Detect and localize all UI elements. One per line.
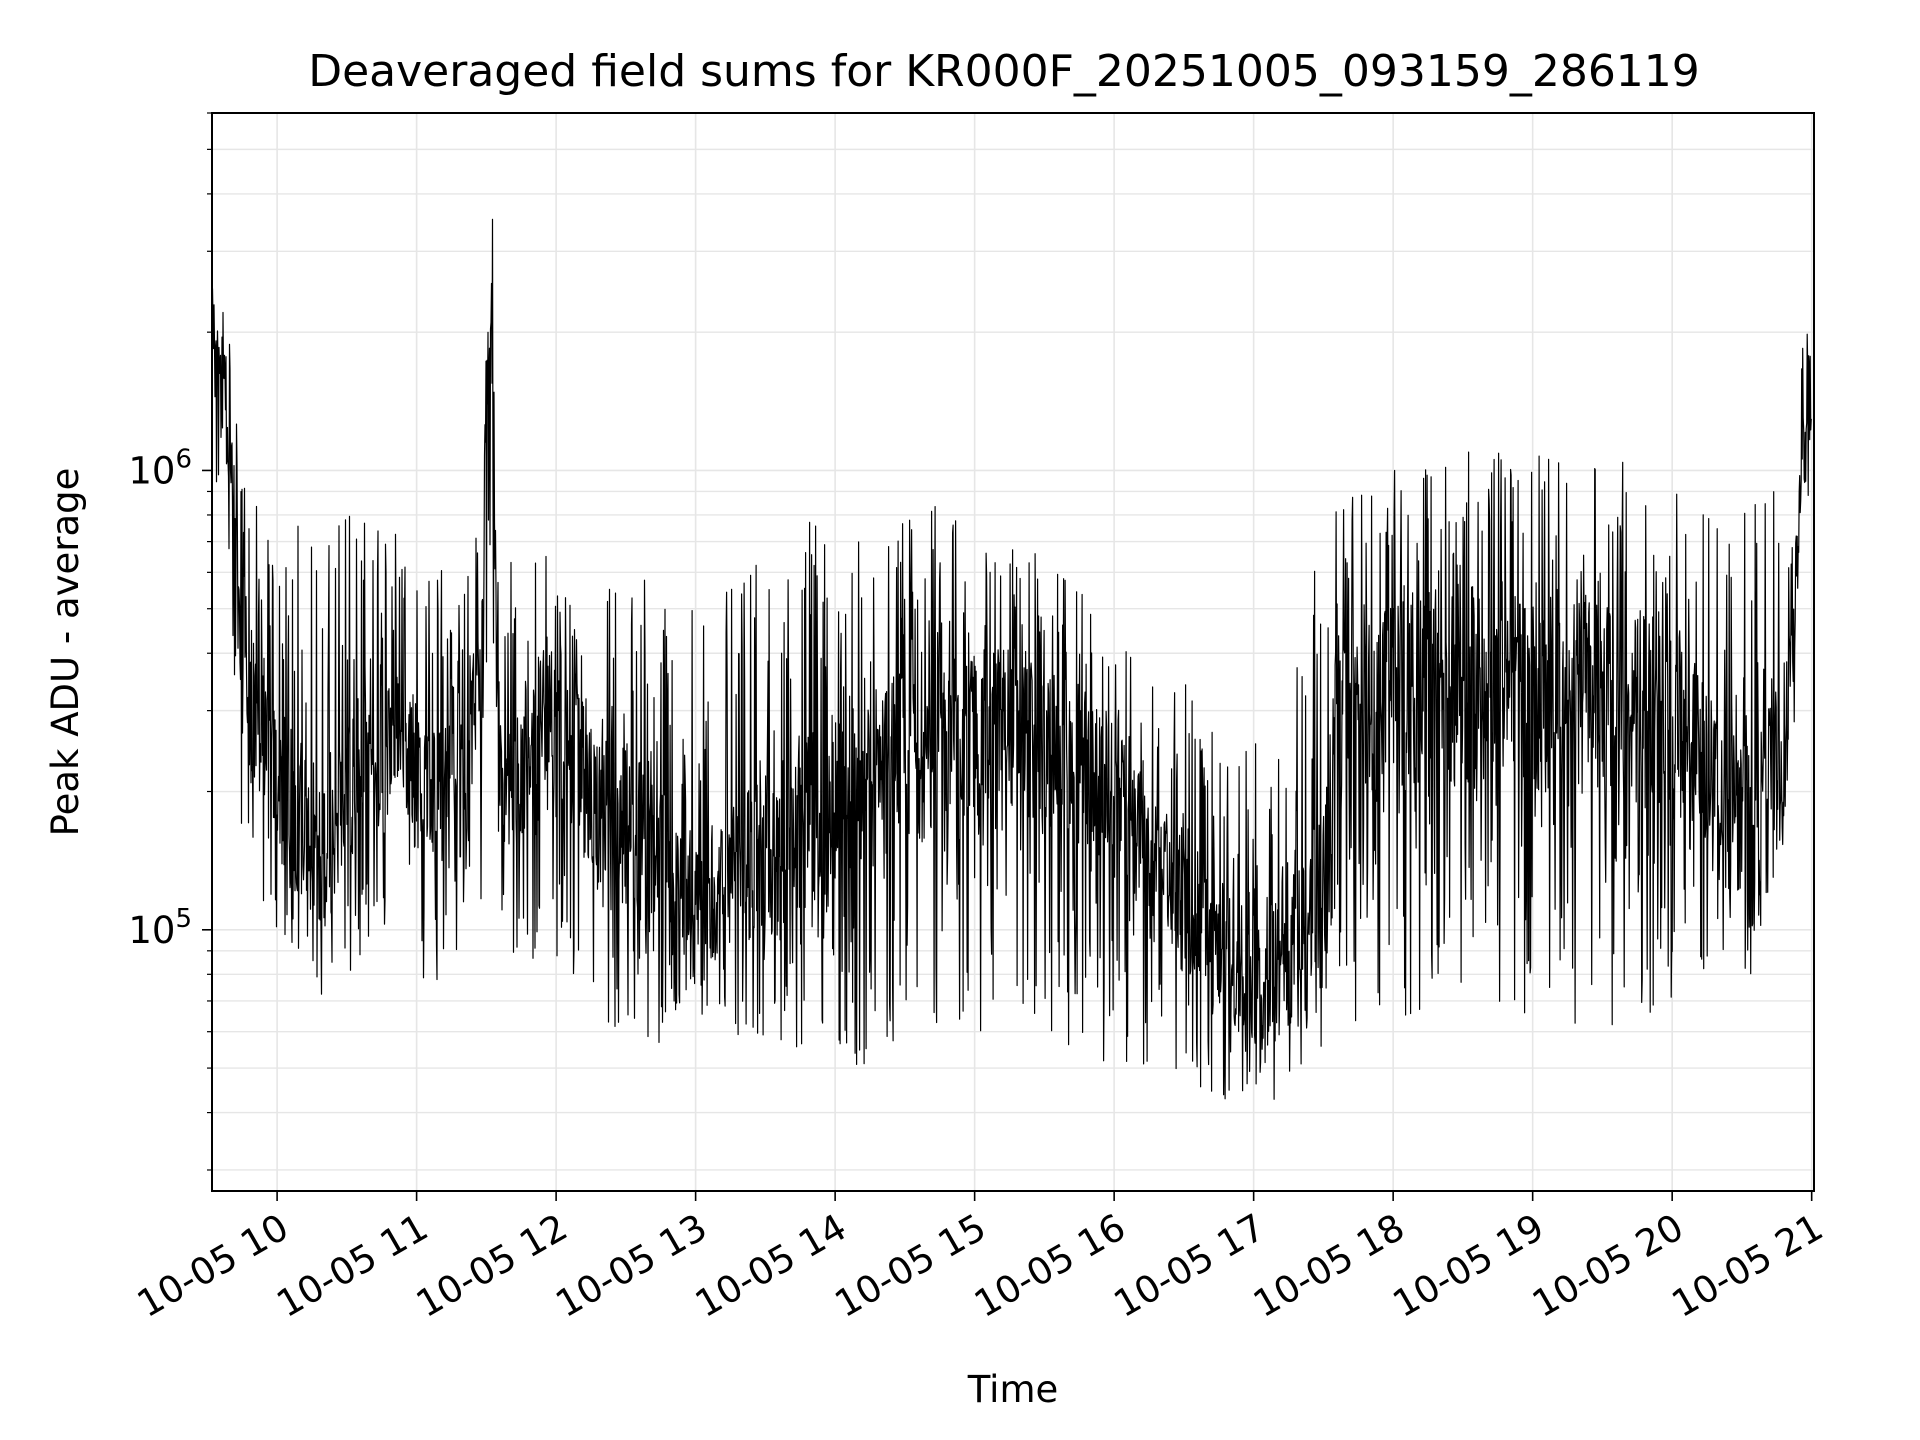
x-axis-label: Time	[967, 1368, 1059, 1411]
data-series-line	[211, 218, 1813, 1100]
y-tick-label-base: 10	[128, 909, 175, 952]
y-tick-label-base: 10	[128, 449, 175, 492]
y-tick-label: 106	[128, 444, 192, 492]
y-axis-label: Peak ADU - average	[44, 468, 87, 837]
plot-area	[211, 218, 1813, 1100]
y-tick-label-exponent: 6	[175, 444, 192, 474]
chart-title: Deaveraged field sums for KR000F_2025100…	[308, 46, 1700, 97]
y-tick-label-exponent: 5	[175, 904, 192, 934]
y-tick-label: 105	[128, 904, 192, 952]
plot-frame	[211, 112, 1815, 1192]
